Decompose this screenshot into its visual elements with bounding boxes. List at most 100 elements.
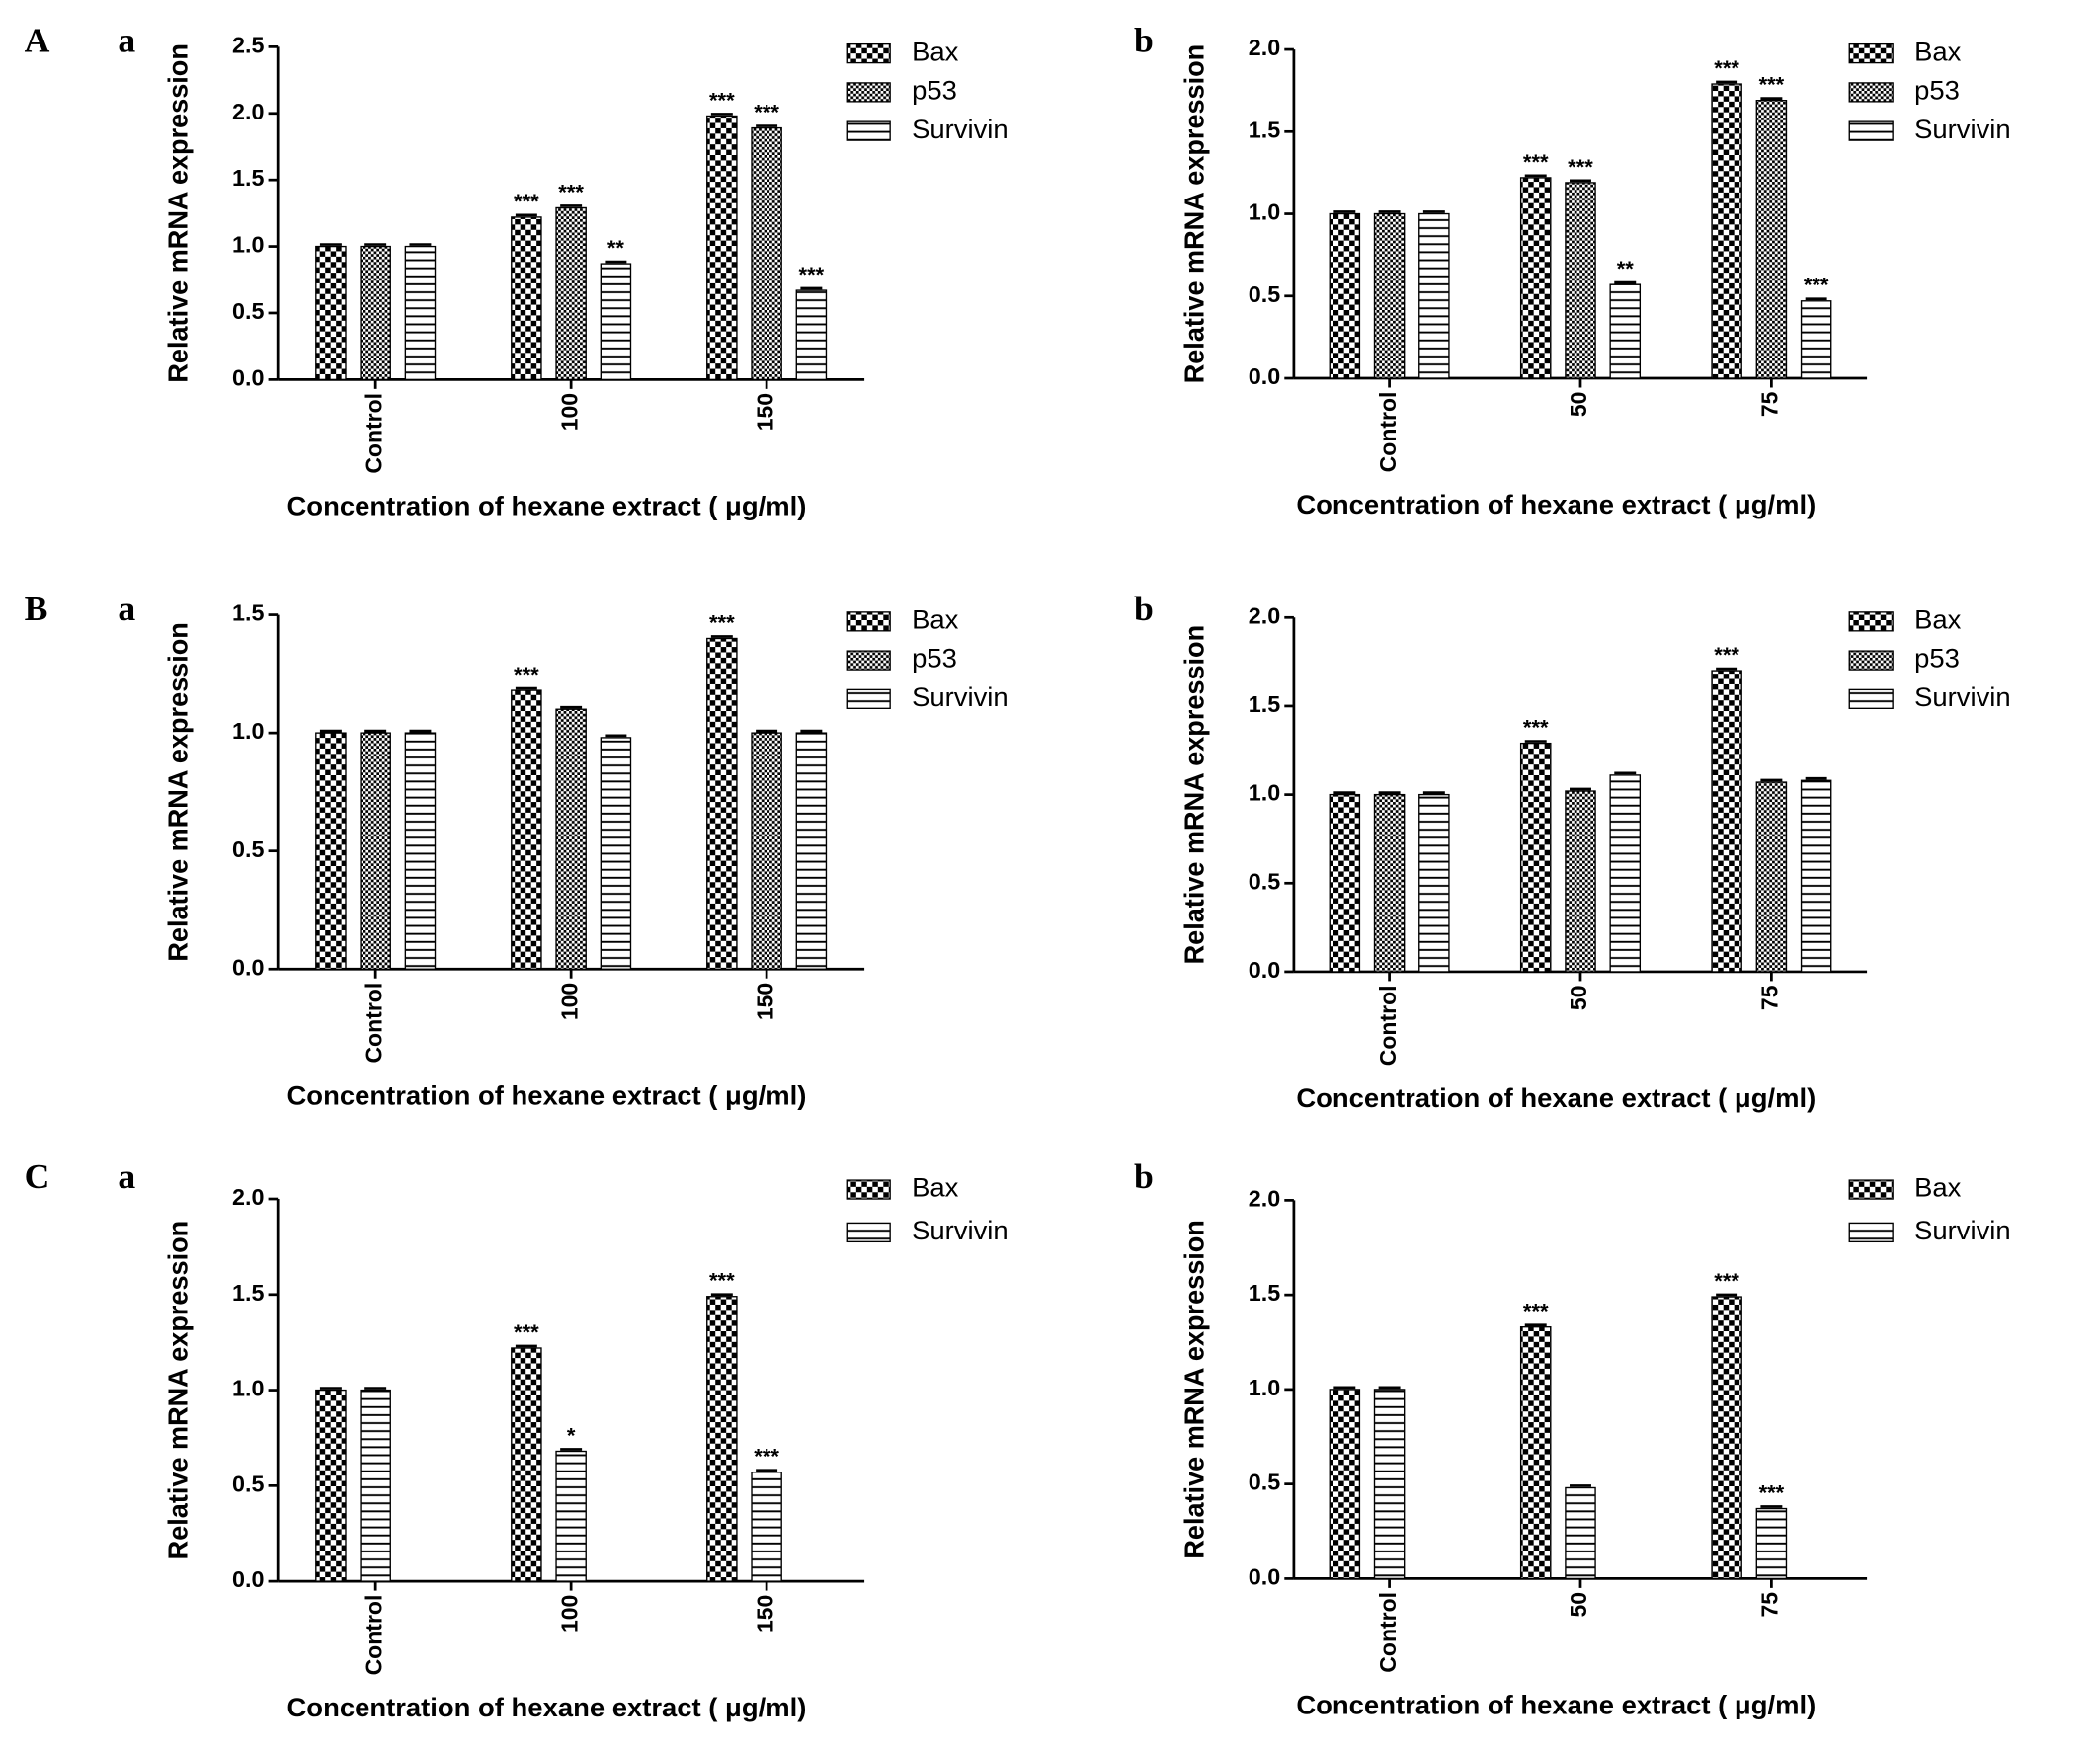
bar	[1565, 182, 1596, 379]
bar	[1418, 793, 1450, 973]
y-tick-label: 2.0	[1249, 603, 1280, 629]
x-tick-label: 75	[1756, 1592, 1782, 1618]
y-axis-label: Relative mRNA expression	[163, 43, 194, 382]
subpanel-label: b	[1134, 1156, 1154, 1196]
significance-label: *	[567, 1422, 576, 1447]
bar	[1711, 83, 1742, 379]
y-axis-label: Relative mRNA expression	[1178, 1220, 1209, 1558]
x-tick-label: Control	[1375, 392, 1401, 473]
legend-label: Bax	[912, 604, 959, 635]
y-tick-label: 2.0	[232, 99, 264, 124]
legend-swatch	[846, 611, 891, 632]
bar	[555, 206, 587, 381]
legend-swatch	[1848, 1222, 1894, 1243]
legend-label: Bax	[912, 36, 959, 66]
y-tick-label: 0.0	[232, 954, 264, 980]
x-tick-label: 150	[752, 983, 777, 1020]
panel-label: B	[25, 589, 48, 628]
legend-label: p53	[912, 75, 957, 106]
y-tick-label: 0.0	[232, 365, 264, 391]
bar	[1565, 1486, 1596, 1580]
significance-label: ***	[1568, 154, 1593, 179]
x-tick-label: 50	[1566, 392, 1591, 418]
chart-panel: 0.0 0.5 1.0 1.5 2.0 Control 50 *** 75 *** *** Bax Su…	[1134, 1156, 2011, 1719]
bar	[1711, 670, 1742, 973]
bar	[360, 1389, 391, 1582]
bar	[751, 732, 782, 970]
bar	[1609, 774, 1642, 973]
legend-label: p53	[1914, 643, 1960, 674]
significance-label: ***	[514, 1319, 539, 1344]
bar	[1519, 742, 1552, 973]
bar	[511, 1347, 542, 1582]
bar	[1755, 100, 1788, 379]
significance-label: ***	[799, 262, 825, 286]
bar	[706, 637, 738, 970]
legend-label: p53	[1914, 75, 1960, 106]
x-axis-label: Concentration of hexane extract ( μg/ml)	[1296, 1082, 1816, 1113]
y-tick-label: 1.0	[1249, 199, 1280, 225]
legend-label: p53	[912, 643, 957, 674]
bar	[1800, 300, 1832, 379]
y-tick-label: 0.5	[1249, 1470, 1281, 1495]
bar	[360, 245, 391, 381]
bar	[360, 732, 391, 970]
legend-swatch	[846, 1222, 891, 1243]
y-tick-label: 0.0	[1249, 363, 1280, 389]
y-tick-label: 0.0	[232, 1566, 264, 1592]
significance-label: ***	[1714, 1268, 1739, 1293]
bar	[795, 289, 828, 381]
legend-label: Bax	[912, 1172, 959, 1203]
significance-label: ***	[1759, 72, 1785, 97]
bar	[1373, 212, 1406, 379]
x-axis-label: Concentration of hexane extract ( μg/ml)	[287, 491, 807, 521]
y-tick-label: 0.5	[232, 298, 265, 324]
x-tick-label: 150	[752, 393, 777, 431]
x-axis-label: Concentration of hexane extract ( μg/ml)	[287, 1692, 807, 1722]
bar	[511, 216, 542, 381]
y-tick-label: 2.0	[1249, 35, 1280, 60]
bar	[555, 1450, 587, 1582]
significance-label: **	[607, 235, 625, 260]
bar	[600, 737, 632, 970]
y-tick-label: 1.5	[232, 600, 265, 626]
bar	[600, 263, 632, 381]
legend-label: Survivin	[1914, 1215, 2011, 1245]
x-tick-label: 100	[556, 1595, 582, 1632]
x-tick-label: 75	[1756, 985, 1782, 1010]
significance-label: ***	[754, 100, 779, 124]
x-axis-label: Concentration of hexane extract ( μg/ml)	[1296, 489, 1816, 519]
legend-label: Bax	[1914, 1172, 1962, 1203]
significance-label: ***	[754, 1444, 779, 1469]
bar	[1711, 1296, 1742, 1580]
legend-swatch	[846, 650, 891, 671]
chart-panel: 0.0 0.5 1.0 1.5 Control 100 *** 150 *** Bax p53 Sur…	[25, 589, 1009, 1110]
significance-label: ***	[1759, 1480, 1785, 1505]
y-tick-label: 1.0	[232, 718, 264, 744]
bar	[1329, 212, 1361, 379]
legend-swatch	[846, 688, 891, 709]
panel-label: A	[25, 21, 50, 60]
bar	[1519, 177, 1552, 379]
bar	[315, 732, 347, 970]
subpanel-label: b	[1134, 589, 1154, 628]
bar	[751, 1472, 782, 1582]
significance-label: ***	[514, 189, 539, 213]
panel-label: C	[25, 1156, 50, 1196]
subpanel-label: a	[118, 589, 135, 628]
y-tick-label: 1.5	[232, 1280, 265, 1306]
legend-swatch	[1848, 82, 1894, 103]
y-tick-label: 1.5	[1249, 691, 1281, 717]
bar	[1755, 1507, 1788, 1580]
bar	[1609, 283, 1642, 379]
legend-label: Survivin	[912, 1215, 1009, 1245]
legend-label: Bax	[1914, 36, 1962, 66]
legend-swatch	[1848, 688, 1894, 709]
bar	[555, 708, 587, 970]
bar	[1755, 781, 1788, 973]
bar	[706, 115, 738, 381]
significance-label: ***	[1714, 642, 1739, 667]
significance-label: ***	[1523, 1299, 1549, 1323]
